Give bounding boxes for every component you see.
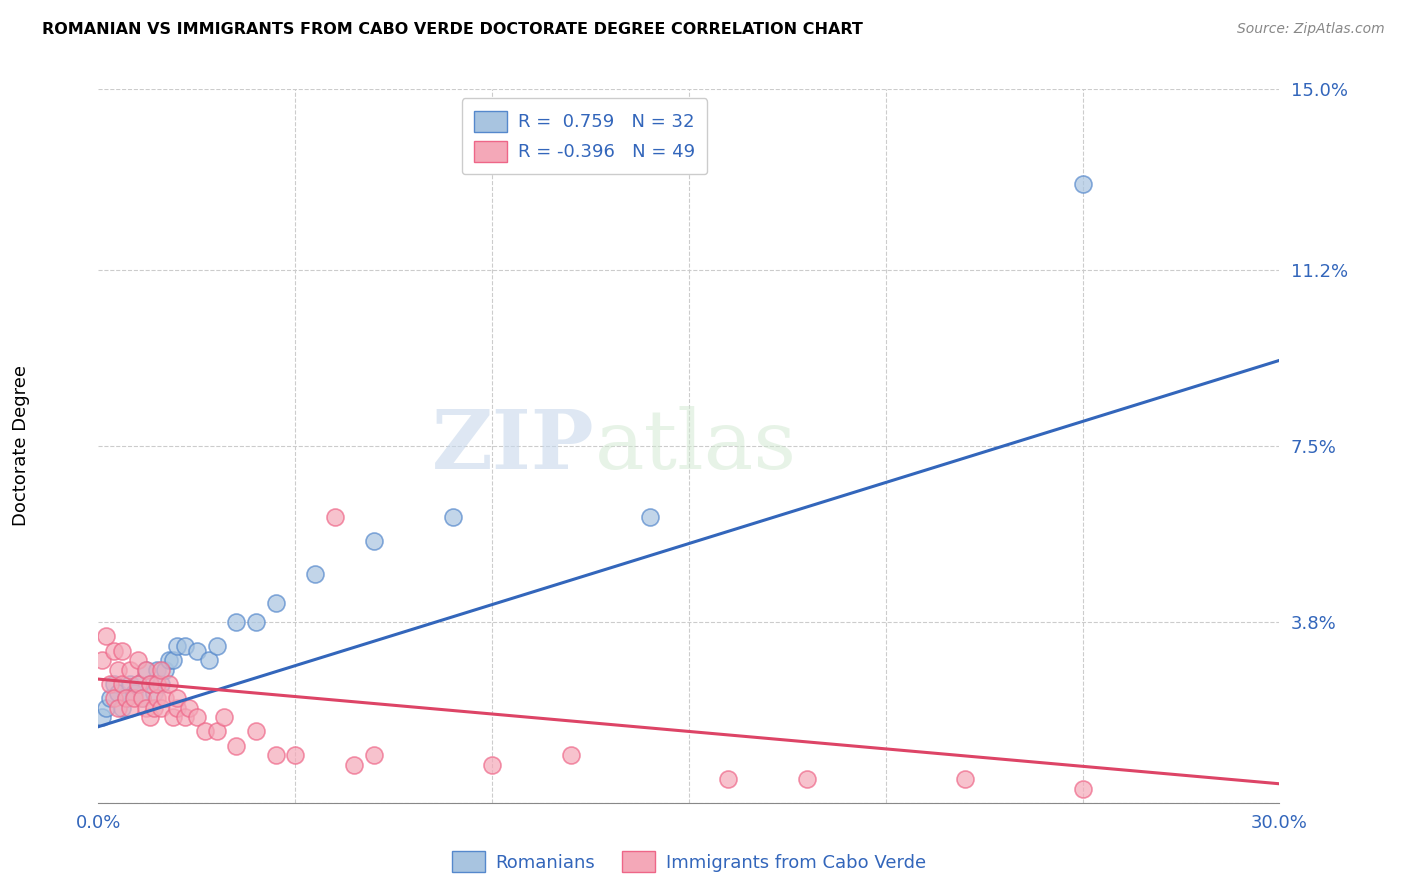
Point — [323, 510, 346, 524]
Point — [131, 691, 153, 706]
Point — [122, 686, 145, 700]
Point — [118, 677, 141, 691]
Point — [1071, 781, 1094, 796]
Point — [157, 677, 180, 691]
Point — [115, 691, 138, 706]
Point — [150, 700, 173, 714]
Point — [205, 639, 228, 653]
Point — [162, 710, 184, 724]
Point — [122, 691, 145, 706]
Point — [214, 710, 236, 724]
Point — [1071, 178, 1094, 192]
Point — [91, 653, 114, 667]
Point — [107, 700, 129, 714]
Text: atlas: atlas — [595, 406, 797, 486]
Point — [103, 677, 125, 691]
Point — [138, 710, 160, 724]
Point — [363, 748, 385, 763]
Point — [150, 677, 173, 691]
Point — [162, 653, 184, 667]
Point — [111, 700, 134, 714]
Point — [343, 757, 366, 772]
Point — [166, 691, 188, 706]
Point — [197, 653, 219, 667]
Point — [146, 677, 169, 691]
Point — [560, 748, 582, 763]
Point — [157, 653, 180, 667]
Point — [107, 663, 129, 677]
Point — [98, 677, 121, 691]
Point — [796, 772, 818, 786]
Point — [155, 691, 177, 706]
Point — [166, 639, 188, 653]
Point — [138, 677, 160, 691]
Point — [127, 677, 149, 691]
Point — [205, 724, 228, 739]
Point — [118, 663, 141, 677]
Point — [225, 615, 247, 629]
Point — [98, 691, 121, 706]
Point — [155, 663, 177, 677]
Point — [441, 510, 464, 524]
Text: Doctorate Degree: Doctorate Degree — [13, 366, 30, 526]
Point — [150, 663, 173, 677]
Point — [118, 700, 141, 714]
Point — [264, 596, 287, 610]
Legend: Romanians, Immigrants from Cabo Verde: Romanians, Immigrants from Cabo Verde — [444, 844, 934, 880]
Point — [146, 691, 169, 706]
Point — [103, 643, 125, 657]
Point — [96, 629, 118, 643]
Point — [142, 700, 165, 714]
Point — [245, 724, 267, 739]
Point — [103, 691, 125, 706]
Point — [127, 677, 149, 691]
Point — [177, 700, 200, 714]
Point — [135, 663, 157, 677]
Point — [127, 653, 149, 667]
Point — [166, 700, 188, 714]
Point — [225, 739, 247, 753]
Point — [142, 686, 165, 700]
Point — [717, 772, 740, 786]
Point — [115, 691, 138, 706]
Point — [481, 757, 503, 772]
Point — [111, 677, 134, 691]
Point — [186, 643, 208, 657]
Text: Source: ZipAtlas.com: Source: ZipAtlas.com — [1237, 22, 1385, 37]
Point — [111, 643, 134, 657]
Point — [638, 510, 661, 524]
Point — [194, 724, 217, 739]
Point — [363, 534, 385, 549]
Text: ZIP: ZIP — [432, 406, 595, 486]
Point — [264, 748, 287, 763]
Point — [107, 686, 129, 700]
Point — [135, 663, 157, 677]
Point — [304, 567, 326, 582]
Point — [953, 772, 976, 786]
Point — [91, 710, 114, 724]
Point — [174, 639, 197, 653]
Point — [135, 700, 157, 714]
Point — [131, 691, 153, 706]
Point — [245, 615, 267, 629]
Text: ROMANIAN VS IMMIGRANTS FROM CABO VERDE DOCTORATE DEGREE CORRELATION CHART: ROMANIAN VS IMMIGRANTS FROM CABO VERDE D… — [42, 22, 863, 37]
Point — [284, 748, 307, 763]
Point — [186, 710, 208, 724]
Point — [174, 710, 197, 724]
Point — [146, 663, 169, 677]
Point — [96, 700, 118, 714]
Point — [138, 677, 160, 691]
